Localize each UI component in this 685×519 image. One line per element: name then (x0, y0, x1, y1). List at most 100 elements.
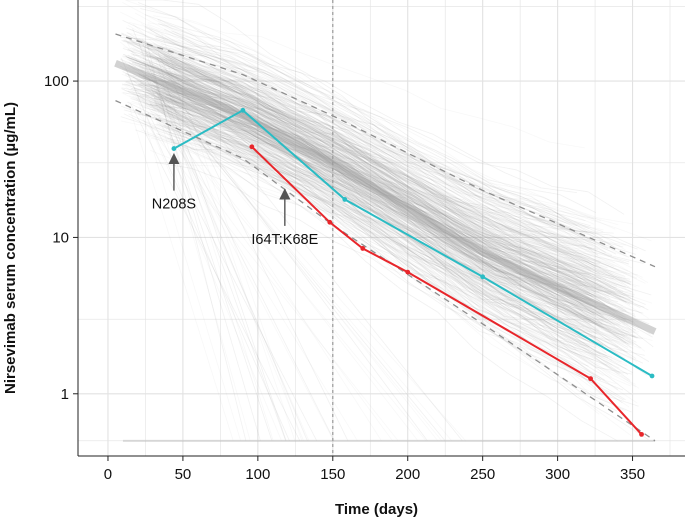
population-profile-lines (119, 0, 656, 442)
population-profile-line (122, 55, 591, 343)
population-profile-line (144, 101, 613, 256)
population-profile-line (135, 60, 604, 322)
population-profile-line (127, 42, 631, 285)
population-profile-line (132, 23, 638, 363)
population-profile-line (132, 76, 637, 343)
population-profile-line (160, 59, 593, 334)
population-profile-line (122, 20, 627, 255)
population-profile-line (162, 77, 631, 305)
population-profile-line (159, 66, 628, 336)
population-profile-line (156, 92, 589, 240)
population-profile-line (160, 96, 629, 325)
population-profile-line (134, 88, 603, 324)
population-profile-line (157, 133, 626, 282)
population-profile-line (144, 86, 613, 358)
population-profile-line (159, 58, 592, 295)
population-profile-line (150, 103, 619, 391)
population-profile-line (127, 56, 596, 293)
population-profile-line (132, 61, 600, 265)
population-profile-line (153, 82, 585, 305)
population-profile-line (145, 78, 578, 264)
population-profile-line (141, 78, 610, 297)
population-profile-line (125, 66, 594, 320)
population-profile-line (129, 95, 597, 381)
population-profile-line (138, 83, 606, 314)
population-profile-line (161, 91, 594, 314)
population-profile-line (148, 64, 653, 338)
population-profile-line (158, 80, 591, 241)
population-profile-line (128, 62, 633, 373)
population-profile-line (127, 54, 632, 283)
population-profile-line (132, 49, 601, 274)
population-profile-line (153, 96, 586, 341)
population-profile-line (139, 94, 644, 314)
population-profile-line (134, 61, 603, 329)
population-profile-line (144, 93, 613, 366)
population-profile-line (153, 97, 586, 222)
population-profile-line (157, 52, 349, 441)
population-profile-line (125, 66, 594, 320)
population-profile-line (128, 39, 597, 268)
population-profile-line (165, 57, 296, 441)
population-profile-line (171, 30, 604, 233)
population-profile-line (121, 87, 626, 337)
population-profile-line (134, 61, 603, 329)
population-profile-line (165, 97, 598, 309)
population-profile-line (156, 98, 625, 314)
population-profile-line (153, 42, 622, 298)
population-profile-line (129, 28, 634, 313)
population-profile-line (151, 80, 620, 369)
population-profile-line (144, 64, 612, 257)
population-profile-line (155, 35, 588, 247)
population-profile-line (144, 72, 613, 275)
population-profile-line (156, 58, 463, 442)
population-profile-line (133, 86, 427, 442)
population-profile-line (130, 52, 599, 256)
population-profile-line (133, 37, 638, 250)
population-profile-line (156, 90, 625, 339)
population-profile-line (157, 57, 287, 441)
population-profile-line (162, 92, 595, 316)
population-profile-line (161, 60, 630, 284)
population-profile-line (159, 60, 592, 250)
population-profile-line (159, 60, 592, 250)
population-profile-line (162, 87, 632, 339)
population-profile-line (143, 79, 612, 325)
population-profile-line (153, 96, 586, 341)
population-profile-line (127, 90, 596, 340)
population-profile-line (125, 73, 630, 265)
population-profile-line (126, 32, 632, 365)
population-profile-line (143, 50, 612, 331)
x-tick-label: 300 (545, 466, 570, 483)
population-profile-line (155, 35, 588, 233)
population-profile-line (151, 80, 620, 369)
population-profile-line (157, 52, 349, 441)
population-profile-line (150, 69, 619, 303)
population-profile-line (140, 80, 608, 308)
grid-lines (78, 0, 685, 456)
population-profile-line (127, 48, 632, 395)
population-profile-line (123, 109, 592, 302)
population-profile-line (127, 101, 596, 324)
population-profile-line (151, 72, 620, 271)
x-tick-label: 350 (620, 466, 645, 483)
population-profile-line (123, 113, 628, 353)
population-profile-line (155, 56, 624, 292)
population-profile-line (169, 117, 638, 404)
population-profile-line (138, 40, 251, 441)
population-profile-line (143, 74, 612, 295)
population-profile-line (157, 94, 626, 323)
population-profile-line (144, 86, 613, 358)
population-profile-line (127, 90, 596, 316)
population-profile-line (125, 27, 630, 289)
population-profile-line (140, 8, 609, 249)
population-profile-line (120, 36, 625, 215)
population-profile-line (160, 95, 629, 324)
population-profile-line (120, 11, 589, 268)
population-profile-line (157, 18, 590, 229)
population-profile-line (140, 23, 646, 352)
annotation-label: N208S (152, 197, 196, 213)
population-profile-line (124, 61, 629, 375)
population-profile-line (127, 41, 631, 283)
population-profile-line (167, 110, 636, 338)
